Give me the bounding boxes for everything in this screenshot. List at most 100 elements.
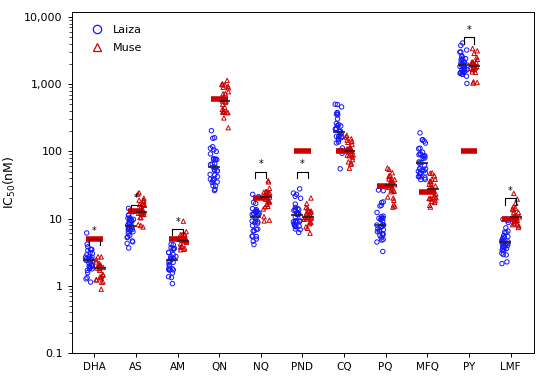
Point	[218, 109, 227, 116]
Point	[169, 259, 178, 265]
Point	[295, 223, 304, 229]
Point	[88, 250, 97, 257]
Point	[379, 187, 388, 194]
Point	[304, 208, 313, 214]
Point	[383, 194, 392, 200]
Point	[124, 228, 133, 234]
Point	[182, 237, 190, 243]
Point	[420, 167, 428, 174]
Point	[291, 223, 300, 229]
Point	[306, 219, 315, 225]
Point	[99, 264, 108, 270]
Point	[136, 204, 145, 210]
Point	[498, 247, 507, 254]
Point	[135, 190, 144, 196]
Point	[129, 209, 138, 215]
Point	[430, 192, 438, 199]
Point	[348, 148, 356, 154]
Point	[469, 79, 478, 85]
Point	[502, 229, 510, 236]
Point	[375, 227, 384, 233]
Text: *: *	[466, 25, 471, 35]
Text: *: *	[508, 186, 513, 196]
Point	[289, 207, 298, 214]
Point	[95, 263, 104, 269]
Point	[180, 245, 189, 251]
Point	[457, 62, 466, 68]
Point	[254, 212, 262, 218]
Text: *: *	[175, 217, 180, 227]
Point	[96, 274, 104, 280]
Point	[81, 276, 90, 282]
Point	[455, 49, 464, 55]
Point	[128, 239, 137, 245]
Point	[221, 91, 229, 97]
Point	[378, 231, 387, 237]
Point	[95, 260, 104, 267]
Point	[167, 241, 175, 247]
Point	[346, 148, 355, 154]
Point	[332, 133, 341, 140]
Point	[460, 68, 469, 74]
Point	[425, 202, 434, 209]
Point	[335, 147, 344, 154]
Point	[289, 219, 298, 225]
Point	[416, 176, 425, 183]
Point	[458, 40, 467, 46]
Point	[127, 217, 136, 223]
Point	[336, 128, 344, 134]
Point	[92, 259, 101, 265]
Point	[498, 241, 507, 247]
Point	[128, 223, 136, 230]
Point	[134, 210, 143, 216]
Point	[377, 214, 386, 220]
Point	[470, 61, 479, 67]
Point	[375, 229, 384, 235]
Point	[176, 232, 185, 238]
Point	[460, 69, 469, 75]
Point	[290, 221, 299, 227]
Point	[128, 209, 137, 215]
Point	[95, 267, 104, 273]
Point	[254, 210, 263, 216]
Point	[295, 186, 304, 192]
Point	[210, 134, 219, 141]
Point	[292, 223, 300, 230]
Point	[86, 246, 95, 252]
Point	[336, 131, 345, 137]
Point	[511, 205, 520, 211]
Point	[136, 210, 145, 216]
Point	[294, 211, 303, 218]
Point	[336, 123, 345, 129]
Point	[217, 81, 226, 87]
Point	[388, 204, 397, 210]
Point	[222, 98, 230, 104]
Point	[461, 55, 470, 62]
Point	[178, 232, 187, 238]
Point	[510, 213, 519, 220]
Point	[139, 201, 147, 207]
Point	[499, 252, 508, 258]
Point	[472, 59, 481, 65]
Point	[206, 151, 215, 157]
Point	[211, 156, 220, 162]
Point	[427, 196, 436, 202]
Point	[302, 216, 311, 222]
Point	[164, 249, 173, 256]
Point	[384, 166, 393, 172]
Point	[378, 218, 387, 224]
Point	[248, 222, 257, 229]
Point	[509, 190, 518, 196]
Point	[252, 209, 261, 215]
Point	[81, 254, 90, 260]
Point	[333, 123, 342, 129]
Point	[219, 94, 228, 101]
Point	[378, 249, 387, 255]
Point	[125, 217, 134, 223]
Point	[343, 146, 351, 152]
Point	[128, 218, 136, 225]
Point	[251, 218, 260, 225]
Point	[416, 160, 425, 166]
Point	[85, 254, 94, 260]
Point	[427, 198, 436, 205]
